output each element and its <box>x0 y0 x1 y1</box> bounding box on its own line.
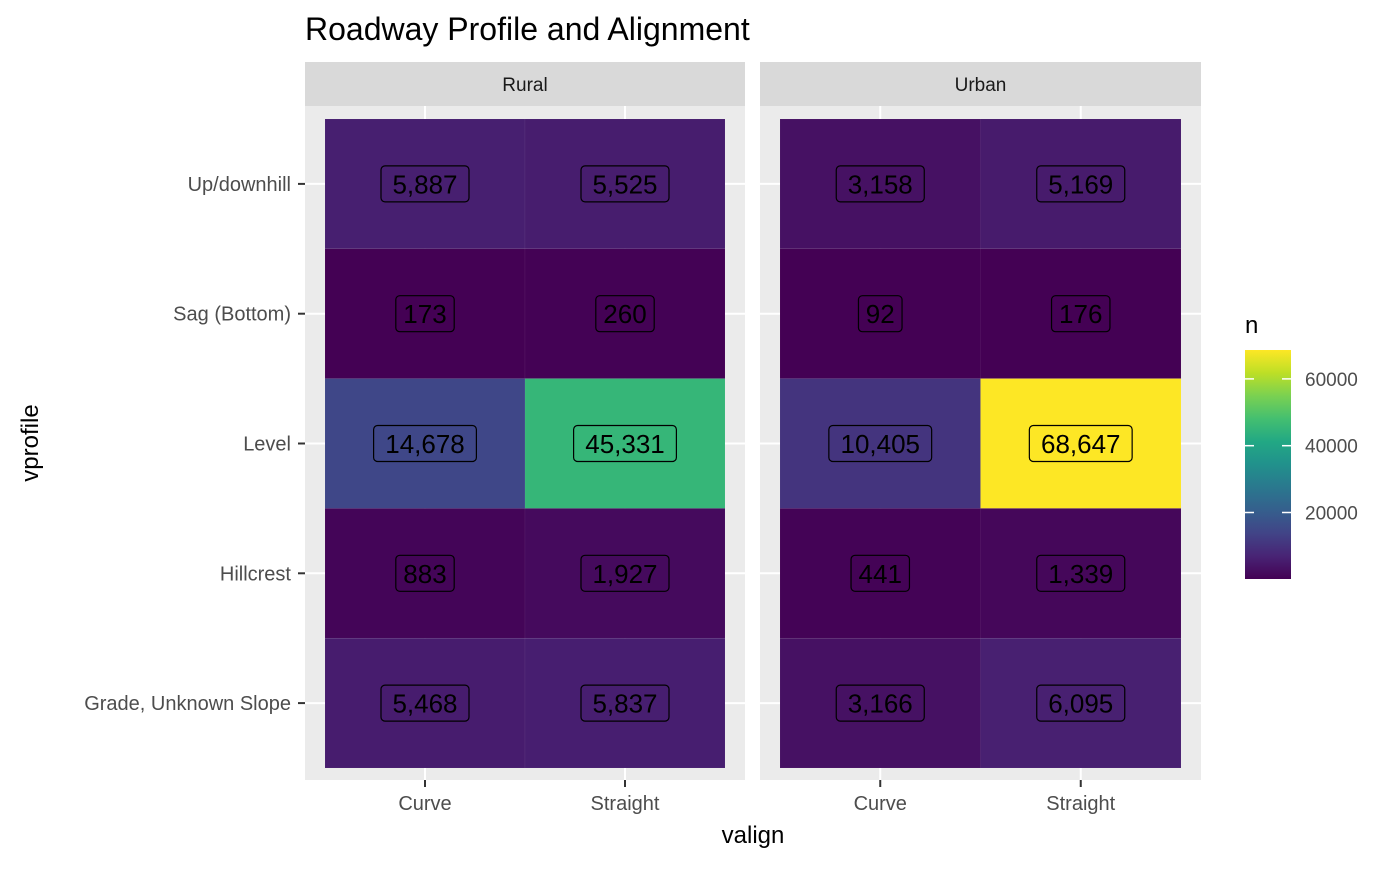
legend-tick-label: 60000 <box>1305 370 1358 391</box>
chart-title: Roadway Profile and Alignment <box>305 11 750 47</box>
data-label-box <box>580 165 670 203</box>
x-tick-label: Curve <box>398 793 451 815</box>
data-label: 10,405 <box>840 429 920 459</box>
data-label-box <box>580 554 670 592</box>
data-label-box <box>850 554 911 592</box>
data-label-box <box>1036 554 1126 592</box>
facet-label: Rural <box>502 75 547 96</box>
data-label: 3,158 <box>848 169 913 199</box>
data-label: 5,468 <box>392 689 457 719</box>
y-axis-title: vprofile <box>17 404 44 481</box>
data-label: 92 <box>866 299 895 329</box>
y-tick-label: Sag (Bottom) <box>173 304 291 326</box>
data-label-box <box>857 295 903 333</box>
data-label: 883 <box>403 559 446 589</box>
data-label: 441 <box>859 559 902 589</box>
x-tick-label: Straight <box>1046 793 1115 815</box>
data-label: 1,927 <box>592 559 657 589</box>
data-label: 14,678 <box>385 429 465 459</box>
legend-tick-label: 40000 <box>1305 437 1358 458</box>
legend-tick-label: 20000 <box>1305 503 1358 524</box>
y-tick-label: Hillcrest <box>220 563 292 585</box>
data-label-box <box>1050 295 1111 333</box>
data-label-box <box>395 554 455 592</box>
data-label-box <box>828 424 933 463</box>
x-tick-label: Straight <box>591 793 660 815</box>
data-label: 5,525 <box>592 169 657 199</box>
data-label-box <box>835 684 925 722</box>
data-label: 260 <box>603 299 646 329</box>
data-label-box <box>380 684 470 722</box>
data-label: 6,095 <box>1048 689 1113 719</box>
data-label: 5,837 <box>592 689 657 719</box>
data-label: 3,166 <box>848 689 913 719</box>
y-tick-label: Grade, Unknown Slope <box>84 693 291 715</box>
data-label-box <box>1028 424 1133 463</box>
data-label-box <box>1036 165 1126 203</box>
legend-colorbar <box>1245 350 1291 579</box>
data-label-box <box>373 424 478 463</box>
data-label: 68,647 <box>1041 429 1121 459</box>
data-label-box <box>380 165 470 203</box>
facet-strip <box>305 62 745 106</box>
y-tick-label: Up/downhill <box>188 174 291 196</box>
data-label: 176 <box>1059 299 1102 329</box>
x-tick-label: Curve <box>854 793 907 815</box>
facet-label: Urban <box>955 75 1007 96</box>
data-label: 5,169 <box>1048 169 1113 199</box>
legend-title: n <box>1245 312 1258 339</box>
x-axis-title: valign <box>722 822 785 849</box>
data-label-box <box>835 165 925 203</box>
data-label-box <box>595 295 655 333</box>
data-label-box <box>580 684 670 722</box>
data-label: 45,331 <box>585 429 665 459</box>
data-label-box <box>572 424 677 463</box>
data-label-box <box>1036 684 1126 722</box>
data-label: 173 <box>403 299 446 329</box>
data-label: 5,887 <box>392 169 457 199</box>
data-label: 1,339 <box>1048 559 1113 589</box>
y-tick-label: Level <box>243 434 291 456</box>
facet-strip <box>760 62 1201 106</box>
data-label-box <box>395 295 455 333</box>
